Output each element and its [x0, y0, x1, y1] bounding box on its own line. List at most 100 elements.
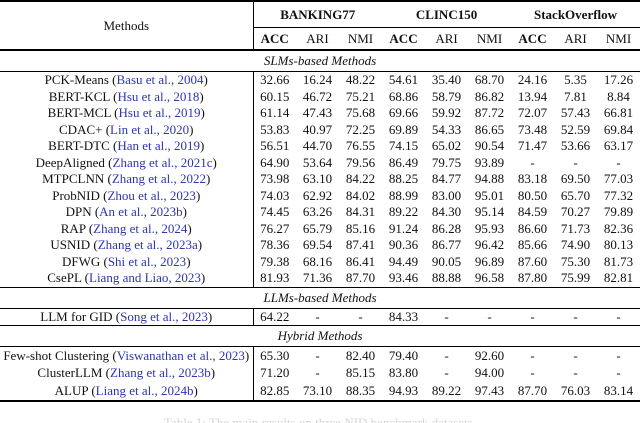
- metric-value-cell: 77.32: [603, 187, 634, 203]
- metric-value-cell: -: [530, 308, 535, 324]
- citation-link[interactable]: Hsu et al., 2018: [117, 88, 200, 104]
- metric-value-cell: 82.40: [345, 347, 376, 363]
- metric-value-cell: 47.43: [302, 105, 333, 121]
- metric-value-cell: 83.00: [431, 187, 462, 203]
- table-row: CDAC+ (Lin et al., 2020) 53.83 40.97 72.25 6…: [0, 121, 640, 138]
- citation-link[interactable]: Han et al., 2019: [117, 138, 200, 154]
- metric-value-cell: 16.24: [302, 72, 333, 88]
- metric-header-nmi: NMI: [476, 30, 503, 46]
- method-name: CDAC+ (: [59, 121, 111, 137]
- citation-link[interactable]: An et al., 2023b: [99, 204, 183, 220]
- metric-value-cell: -: [616, 308, 621, 324]
- metric-value-cell: 90.54: [474, 138, 505, 154]
- metric-value-cell: -: [530, 154, 535, 170]
- metric-value-cell: 75.68: [345, 105, 376, 121]
- metric-value-cell: 77.03: [603, 171, 634, 187]
- citation-link[interactable]: Zhou et al., 2023: [107, 187, 196, 203]
- metric-value-cell: 90.05: [431, 253, 462, 269]
- method-cell: PCK-Means (Basu et al., 2004): [0, 72, 253, 89]
- section-title: Hybrid Methods: [0, 325, 640, 347]
- metric-value-cell: 86.49: [388, 154, 419, 170]
- metric-header-acc: ACC: [252, 27, 296, 50]
- citation-link[interactable]: Hsu et al., 2019: [118, 105, 201, 121]
- method-cell: USNID (Zhang et al., 2023a): [0, 237, 253, 254]
- method-name-close-paren: ): [207, 308, 213, 324]
- citation-link[interactable]: Song et al., 2023: [120, 308, 208, 324]
- metric-value-cell: 78.36: [252, 237, 296, 254]
- metric-value-cell: 69.50: [560, 171, 591, 187]
- method-name-close-paren: ): [187, 220, 192, 236]
- metric-value-cell: 96.89: [474, 253, 505, 269]
- metric-value-cell: 74.45: [252, 204, 296, 221]
- citation-link[interactable]: Zhang et al., 2024: [93, 220, 188, 236]
- method-cell: BERT-DTC (Han et al., 2019): [0, 138, 253, 155]
- metric-value-cell: 88.35: [345, 382, 376, 398]
- metric-value-cell: -: [487, 308, 492, 324]
- metric-value-cell: 63.17: [603, 138, 634, 154]
- method-cell: DFWG (Shi et al., 2023): [0, 254, 253, 271]
- metric-value-cell: 71.47: [517, 138, 548, 154]
- citation-link[interactable]: Liang et al., 2024b: [95, 382, 194, 398]
- metric-value-cell: -: [530, 347, 535, 363]
- metric-value-cell: 86.82: [474, 88, 505, 104]
- metric-value-cell: 83.14: [603, 382, 634, 398]
- metric-value-cell: 58.79: [431, 88, 462, 104]
- method-name: BERT-DTC (: [48, 138, 118, 154]
- method-cell: ProbNID (Zhou et al., 2023): [0, 188, 253, 205]
- metric-value-cell: 69.66: [388, 105, 419, 121]
- metric-value-cell: 79.40: [388, 347, 419, 363]
- citation-link[interactable]: Zhang et al., 2021c: [112, 154, 213, 170]
- metric-value-cell: -: [573, 308, 578, 324]
- table-row: DFWG (Shi et al., 2023) 79.38 68.16 86.41 94…: [0, 253, 640, 271]
- table-row: Few-shot Clustering (Viswanathan et al.,…: [0, 346, 640, 365]
- metric-value-cell: 54.61: [388, 72, 419, 88]
- metric-value-cell: -: [530, 365, 535, 381]
- metric-value-cell: 68.70: [474, 72, 505, 88]
- metric-value-cell: -: [616, 154, 621, 170]
- method-name-close-paren: ): [182, 204, 187, 220]
- table-row: BERT-DTC (Han et al., 2019) 56.51 44.70 76.…: [0, 138, 640, 155]
- method-name-close-paren: ): [195, 187, 201, 203]
- metric-value-cell: 97.43: [474, 382, 505, 398]
- results-table: Methods BANKING77 CLINC150 StackOverflow…: [0, 0, 640, 402]
- metric-value-cell: 94.00: [474, 365, 505, 381]
- method-name: RAP (: [60, 220, 94, 236]
- citation-link[interactable]: Lin et al., 2020: [110, 121, 190, 137]
- citation-link[interactable]: Shi et al., 2023: [107, 253, 187, 269]
- citation-link[interactable]: Zhang et al., 2023a: [97, 237, 198, 253]
- citation-link[interactable]: Liang and Liao, 2023: [89, 270, 201, 286]
- table-row: PCK-Means (Basu et al., 2004) 32.66 16.24 4…: [0, 71, 640, 89]
- metric-value-cell: 65.30: [252, 346, 296, 365]
- metric-value-cell: 68.16: [302, 253, 333, 269]
- metric-value-cell: 84.02: [345, 187, 376, 203]
- method-name: CsePL (: [47, 270, 89, 286]
- method-name: DPN (: [65, 204, 100, 220]
- metric-value-cell: 46.72: [302, 88, 333, 104]
- metric-value-cell: 87.41: [345, 237, 376, 253]
- method-name-close-paren: ): [200, 138, 205, 154]
- metric-value-cell: 74.03: [252, 187, 296, 204]
- method-cell: BERT-KCL (Hsu et al., 2018): [0, 89, 253, 106]
- metric-value-cell: 44.70: [302, 138, 333, 154]
- citation-link[interactable]: Zhang et al., 2023b: [110, 365, 211, 381]
- metric-value-cell: -: [616, 347, 621, 363]
- citation-link[interactable]: Basu et al., 2004: [116, 72, 204, 88]
- metric-value-cell: 64.90: [252, 154, 296, 171]
- metric-value-cell: 76.27: [252, 220, 296, 237]
- table-row: RAP (Zhang et al., 2024) 76.27 65.79 85.16 9…: [0, 220, 640, 237]
- metric-header-acc: ACC: [389, 30, 418, 46]
- citation-link[interactable]: Zhang et al., 2022: [111, 171, 207, 187]
- citation-link[interactable]: Viswanathan et al., 2023: [116, 347, 245, 363]
- metric-value-cell: 86.60: [517, 220, 548, 236]
- metric-value-cell: 79.75: [431, 154, 462, 170]
- metric-value-cell: 66.81: [603, 105, 634, 121]
- metric-value-cell: 53.83: [252, 121, 296, 138]
- method-name-close-paren: ): [186, 253, 191, 269]
- metric-value-cell: 95.14: [474, 204, 505, 220]
- method-name-close-paren: ): [193, 382, 198, 398]
- metric-value-cell: 88.99: [388, 187, 419, 203]
- method-name: MTPCLNN (: [42, 171, 112, 187]
- metric-value-cell: 57.43: [560, 105, 591, 121]
- method-name-close-paren: ): [210, 365, 216, 381]
- metric-value-cell: 56.51: [252, 138, 296, 155]
